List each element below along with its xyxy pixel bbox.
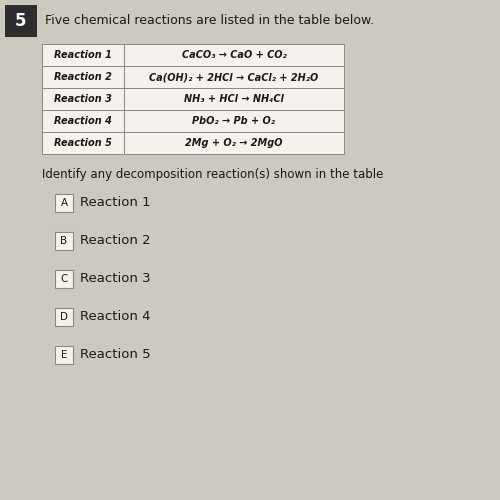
Text: B: B	[60, 236, 68, 246]
Bar	[124, 44, 344, 66]
Text: Reaction 3: Reaction 3	[80, 272, 150, 285]
Bar	[55, 346, 73, 364]
Bar	[124, 88, 344, 110]
Text: PbO₂ → Pb + O₂: PbO₂ → Pb + O₂	[192, 116, 276, 126]
Text: 5: 5	[15, 12, 27, 30]
Text: Reaction 2: Reaction 2	[54, 72, 112, 82]
Bar	[55, 232, 73, 250]
Text: D: D	[60, 312, 68, 322]
Text: CaCO₃ → CaO + CO₂: CaCO₃ → CaO + CO₂	[182, 50, 286, 60]
Text: Reaction 4: Reaction 4	[80, 310, 150, 324]
Text: Reaction 2: Reaction 2	[80, 234, 150, 248]
Bar	[5, 5, 37, 37]
Text: 2Mg + O₂ → 2MgO: 2Mg + O₂ → 2MgO	[185, 138, 283, 148]
Bar	[42, 132, 124, 154]
Text: Five chemical reactions are listed in the table below.: Five chemical reactions are listed in th…	[45, 14, 374, 28]
Text: C: C	[60, 274, 68, 284]
Bar	[124, 110, 344, 132]
Bar	[42, 110, 124, 132]
Bar	[124, 132, 344, 154]
Bar	[55, 194, 73, 212]
Text: Reaction 1: Reaction 1	[54, 50, 112, 60]
Text: Reaction 1: Reaction 1	[80, 196, 150, 209]
Bar	[124, 66, 344, 88]
Text: NH₃ + HCl → NH₄Cl: NH₃ + HCl → NH₄Cl	[184, 94, 284, 104]
Bar	[42, 88, 124, 110]
Text: Reaction 3: Reaction 3	[54, 94, 112, 104]
Bar	[55, 270, 73, 288]
Bar	[55, 308, 73, 326]
Text: A: A	[60, 198, 68, 208]
Text: Identify any decomposition reaction(s) shown in the table: Identify any decomposition reaction(s) s…	[42, 168, 384, 181]
Text: Reaction 5: Reaction 5	[54, 138, 112, 148]
Text: Reaction 5: Reaction 5	[80, 348, 150, 362]
Text: Ca(OH)₂ + 2HCl → CaCl₂ + 2H₂O: Ca(OH)₂ + 2HCl → CaCl₂ + 2H₂O	[150, 72, 318, 82]
Text: Reaction 4: Reaction 4	[54, 116, 112, 126]
Bar	[42, 44, 124, 66]
Text: E: E	[61, 350, 67, 360]
Bar	[42, 66, 124, 88]
